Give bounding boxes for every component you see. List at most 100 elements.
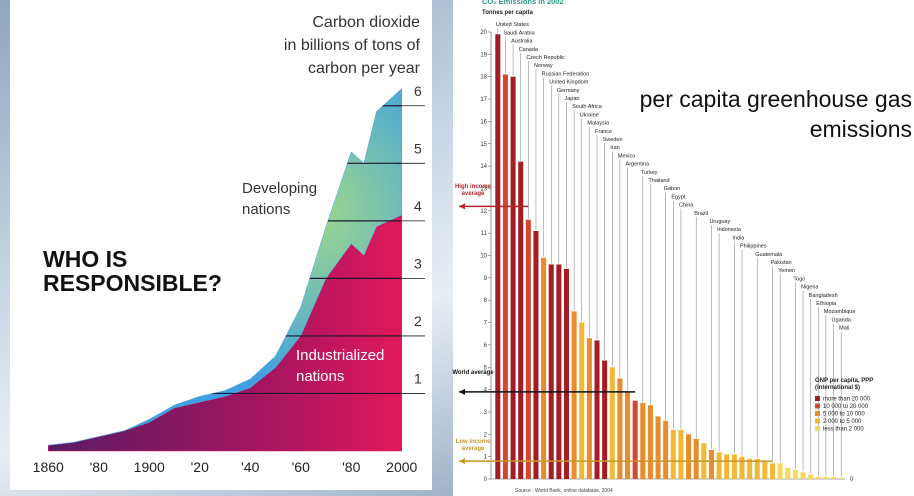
category-label: Nigeria	[801, 285, 819, 291]
y-tick-label: 17	[480, 97, 487, 103]
bar	[510, 76, 516, 479]
bar	[625, 391, 631, 479]
legend-swatch	[815, 418, 820, 424]
bar	[609, 367, 615, 479]
category-label: Mozambique	[824, 309, 856, 315]
category-label: Indonesia	[717, 227, 742, 233]
category-label: Yemen	[778, 268, 795, 274]
x-tick-label: 2000	[386, 459, 417, 475]
bar	[632, 400, 638, 479]
y-tick-label: 19	[480, 52, 487, 58]
x-tick-label: '80	[90, 459, 108, 475]
bar	[647, 405, 653, 479]
category-label: Gabon	[664, 186, 681, 192]
bar	[586, 338, 592, 479]
y-tick-label: 4	[484, 388, 488, 394]
category-label: United Kingdom	[549, 80, 589, 86]
x-tick-label: '60	[292, 459, 310, 475]
category-label: United States	[496, 22, 529, 28]
bar	[541, 257, 547, 479]
category-label: Brazil	[694, 211, 708, 217]
x-tick-label: 1860	[33, 459, 64, 475]
y-tick-label: 1	[484, 455, 488, 461]
y-tick-label: 3	[484, 410, 488, 416]
y-tick-label: 9	[484, 276, 488, 282]
average-label: Low income average	[455, 439, 491, 452]
category-label: Malaysia	[587, 121, 610, 127]
bar	[792, 470, 798, 479]
bar	[731, 454, 737, 479]
y-tick-label: 1	[414, 370, 422, 386]
overlay-text: per capita greenhouse gas emissions	[639, 86, 912, 142]
legend-label: 10 000 to 20 000	[823, 404, 869, 410]
bar	[579, 322, 585, 479]
y-axis-title: Tonnes per capita	[482, 10, 534, 16]
bar	[693, 438, 699, 479]
category-label: Pakistan	[771, 260, 792, 266]
category-label: Norway	[534, 63, 553, 69]
category-label: Argentina	[626, 162, 650, 168]
bar	[556, 264, 562, 479]
category-label: Canada	[519, 47, 539, 53]
y-tick-label: 20	[480, 30, 487, 36]
bar	[686, 434, 692, 479]
y-tick-label: 2	[484, 432, 488, 438]
legend-title: GNP per capita, PPP (international $)	[815, 378, 874, 391]
category-label: Uganda	[832, 317, 852, 323]
bar	[831, 476, 837, 479]
arrow-head	[459, 388, 465, 395]
category-label: Thailand	[648, 178, 669, 184]
y-tick-label: 5	[484, 365, 488, 371]
legend-label: 5 000 to 10 000	[823, 412, 865, 418]
category-label: Japan	[564, 96, 579, 102]
x-tick-label: '80	[342, 459, 360, 475]
chart-title: Carbon dioxide	[312, 14, 420, 31]
bar	[548, 264, 554, 479]
y-tick-label: 16	[480, 119, 487, 125]
y-tick-label: 5	[414, 140, 422, 156]
legend-label: more than 20 000	[823, 397, 871, 403]
bar	[747, 458, 753, 479]
bar	[617, 378, 623, 479]
legend-swatch	[815, 396, 820, 401]
category-label: Ethiopia	[816, 301, 837, 307]
y-tick-label: 6	[414, 83, 422, 99]
category-label: India	[732, 235, 745, 241]
bar	[594, 340, 600, 479]
bar	[815, 476, 821, 479]
annotation: WHO IS	[43, 246, 127, 272]
y-tick-label: 2	[414, 313, 422, 329]
bar	[663, 420, 669, 479]
category-label: Germany	[557, 88, 580, 94]
category-label: Mali	[839, 326, 849, 332]
category-label: Saudi Arabia	[503, 30, 535, 36]
category-label: Australia	[511, 39, 533, 45]
series-label: Industrialized nations	[296, 347, 385, 385]
y2-tick-label: 0	[850, 477, 854, 483]
category-label: Togo	[793, 276, 805, 282]
bar	[525, 219, 531, 480]
category-label: Egypt	[671, 194, 686, 200]
bar	[739, 456, 745, 479]
chart-title: carbon per year	[308, 60, 421, 77]
bar	[655, 416, 661, 479]
series-label: Developing nations	[242, 180, 318, 218]
category-label: Sweden	[603, 137, 623, 143]
y-tick-label: 4	[414, 198, 422, 214]
annotation: RESPONSIBLE?	[43, 270, 222, 296]
category-label: South Africa	[572, 104, 603, 110]
bar	[716, 452, 722, 479]
category-label: China	[679, 203, 694, 209]
arrow-head	[459, 458, 465, 465]
y-tick-label: 14	[480, 164, 487, 170]
category-label: Mexico	[618, 153, 635, 159]
source: Source : World Bank, online database, 20…	[515, 488, 613, 494]
bar	[724, 454, 730, 479]
legend-label: less than 2 000	[823, 427, 864, 433]
bar	[754, 458, 760, 479]
bar	[602, 360, 608, 479]
x-tick-label: 1900	[134, 459, 165, 475]
bar	[518, 161, 524, 479]
